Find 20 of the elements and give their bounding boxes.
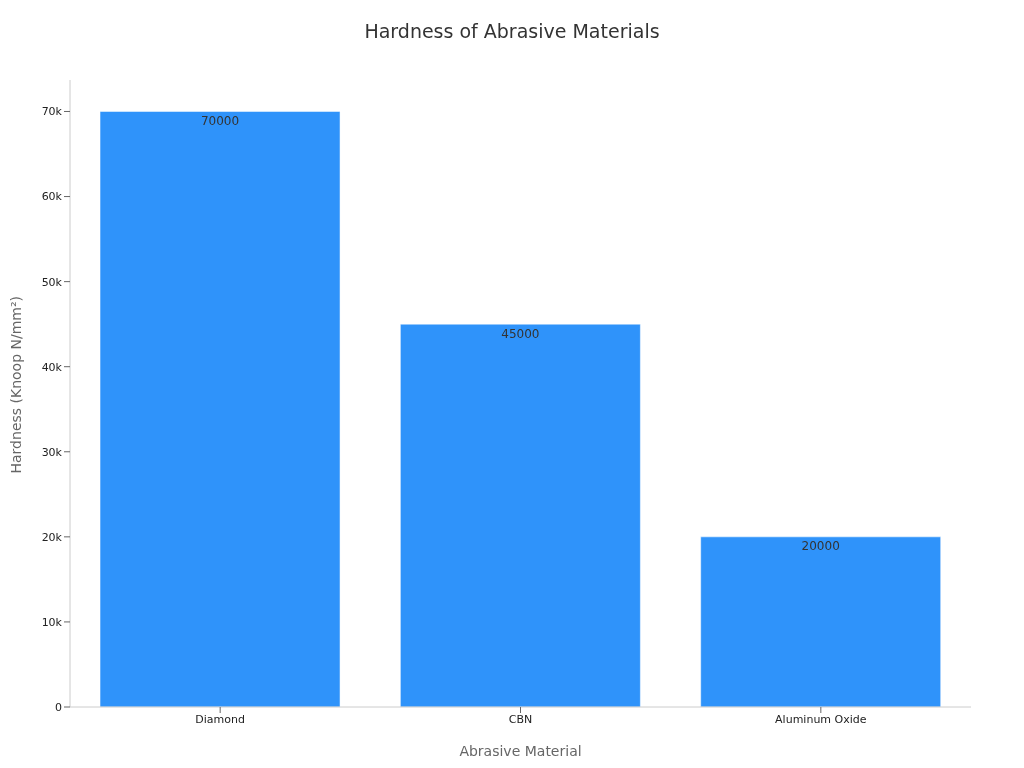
y-tick-label: 50k (41, 275, 63, 289)
y-tick-label: 0 (55, 700, 62, 714)
bar (99, 111, 341, 707)
x-tick-label: CBN (508, 712, 533, 726)
y-tick-label: 10k (41, 615, 63, 629)
bar (400, 323, 641, 707)
x-axis-title: Abrasive Material (459, 743, 582, 759)
data-label: 20000 (801, 539, 840, 554)
data-label: 45000 (501, 326, 540, 341)
y-tick-label: 40k (41, 360, 63, 374)
chart-title: Hardness of Abrasive Materials (363, 20, 661, 42)
y-axis-title: Hardness (Knoop N/mm²) (7, 295, 24, 474)
x-tick-label: Diamond (195, 712, 245, 726)
data-label: 70000 (200, 114, 240, 128)
bar (700, 536, 941, 707)
y-tick-label: 60k (41, 190, 63, 204)
x-tick-label: Aluminum Oxide (775, 712, 867, 726)
y-tick-label: 20k (41, 530, 63, 544)
y-tick-label: 70k (41, 105, 63, 119)
y-tick-label: 30k (41, 445, 63, 459)
